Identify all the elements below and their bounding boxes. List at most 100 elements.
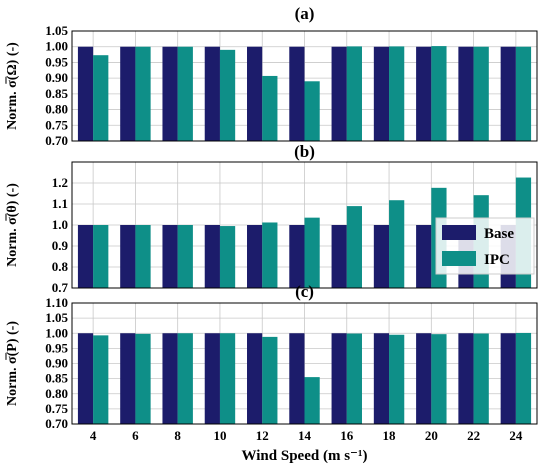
bar-base-18 <box>373 333 390 424</box>
y-tick-label: 0.80 <box>45 386 68 401</box>
bar-ipc-18 <box>389 200 405 288</box>
bar-ipc-18 <box>389 334 405 424</box>
bar-base-8 <box>162 333 178 424</box>
bar-ipc-4 <box>93 335 109 424</box>
bar-base-18 <box>373 225 390 288</box>
bar-ipc-6 <box>135 225 151 288</box>
bar-base-12 <box>247 46 263 141</box>
bar-ipc-4 <box>93 55 109 142</box>
panel-title: (a) <box>295 4 315 23</box>
x-tick-label: 10 <box>213 428 226 443</box>
bar-base-14 <box>289 333 305 424</box>
bar-ipc-8 <box>177 46 193 141</box>
bar-base-12 <box>247 333 263 424</box>
bar-base-16 <box>331 46 347 141</box>
panel-a: 0.700.750.800.850.900.951.001.05 (a) Norm.… <box>4 4 538 148</box>
bar-base-10 <box>204 46 220 141</box>
bar-ipc-14 <box>304 81 320 141</box>
bar-base-8 <box>162 46 178 141</box>
legend-label-ipc: IPC <box>484 252 510 268</box>
x-axis-label: Wind Speed (m s⁻¹) <box>242 448 368 464</box>
y-tick-label: 0.85 <box>45 86 68 101</box>
bar-ipc-8 <box>177 333 193 424</box>
bar-ipc-10 <box>219 226 236 288</box>
bar-ipc-24 <box>515 46 532 141</box>
legend-swatch-ipc <box>442 251 476 266</box>
y-tick-label: 1.05 <box>45 23 68 38</box>
bar-base-14 <box>289 225 305 288</box>
bar-ipc-6 <box>135 46 151 141</box>
panel-title: (c) <box>295 282 314 301</box>
x-tick-label: 22 <box>467 428 480 443</box>
y-axis-label: Norm. σ̅(θ) (-) <box>4 183 20 267</box>
y-tick-label: 0.95 <box>45 54 68 69</box>
bar-base-14 <box>289 46 305 141</box>
y-tick-label: 0.80 <box>45 102 68 117</box>
legend-label-base: Base <box>484 226 514 242</box>
y-tick-label: 0.75 <box>45 117 68 132</box>
y-tick-label: 0.8 <box>52 259 69 274</box>
y-tick-label: 1.2 <box>52 175 68 190</box>
y-tick-label: 0.7 <box>52 280 69 295</box>
bar-base-4 <box>77 333 94 424</box>
y-tick-label: 1.1 <box>52 196 68 211</box>
bar-ipc-14 <box>304 217 320 288</box>
y-axis-label: Norm. σ̅(Ω) (-) <box>4 42 20 130</box>
bar-ipc-22 <box>473 46 489 141</box>
bar-ipc-24 <box>515 332 532 424</box>
bar-base-20 <box>416 46 432 141</box>
x-tick-label: 16 <box>340 428 354 443</box>
x-tick-label: 14 <box>298 428 312 443</box>
x-tick-label: 12 <box>256 428 269 443</box>
legend-swatch-base <box>442 225 476 240</box>
x-tick-label: 6 <box>132 428 139 443</box>
bar-ipc-20 <box>431 334 447 424</box>
bar-ipc-16 <box>346 333 362 424</box>
bar-ipc-16 <box>346 206 362 288</box>
bar-ipc-4 <box>93 225 109 288</box>
bar-ipc-20 <box>431 46 447 142</box>
bar-base-22 <box>458 46 474 141</box>
y-tick-label: 1.10 <box>45 295 68 310</box>
y-tick-label: 1.00 <box>45 39 68 54</box>
bar-base-18 <box>373 46 390 141</box>
bar-base-4 <box>77 225 94 288</box>
bar-ipc-10 <box>219 49 236 141</box>
bar-base-24 <box>500 333 516 424</box>
bar-base-10 <box>204 225 220 288</box>
bar-base-6 <box>120 46 136 141</box>
x-tick-label: 24 <box>509 428 523 443</box>
bar-base-16 <box>331 225 347 288</box>
legend: Base IPC <box>435 217 535 275</box>
y-tick-label: 0.90 <box>45 356 68 371</box>
bar-base-8 <box>162 225 178 288</box>
bar-base-10 <box>204 333 220 424</box>
y-tick-label: 1.0 <box>52 217 68 232</box>
bar-base-6 <box>120 333 136 424</box>
y-tick-label: 1.05 <box>45 310 68 325</box>
y-tick-label: 0.95 <box>45 340 68 355</box>
bar-base-16 <box>331 333 347 424</box>
bar-ipc-8 <box>177 225 193 288</box>
y-tick-label: 0.70 <box>45 133 68 148</box>
y-tick-label: 0.90 <box>45 70 68 85</box>
y-tick-label: 0.9 <box>52 238 69 253</box>
bar-ipc-18 <box>389 46 405 141</box>
panel-b: 0.7 0.8 0.9 1.0 1.1 1.2 (b) Norm. σ̅(θ) (-) Base… <box>4 142 538 295</box>
bar-base-24 <box>500 46 516 141</box>
panel-title: (b) <box>294 142 315 161</box>
x-tick-label: 20 <box>425 428 438 443</box>
bar-base-20 <box>416 225 432 288</box>
bar-ipc-16 <box>346 46 362 141</box>
bar-ipc-10 <box>219 333 236 424</box>
bar-ipc-12 <box>262 336 278 424</box>
bar-base-4 <box>77 46 94 141</box>
bar-ipc-6 <box>135 333 151 424</box>
y-tick-label: 1.00 <box>45 325 68 340</box>
plot-frame <box>71 30 538 142</box>
bar-ipc-12 <box>262 222 278 288</box>
y-axis-label: Norm. σ̅(P) (-) <box>4 321 20 406</box>
bar-ipc-12 <box>262 75 278 141</box>
y-tick-label: 0.70 <box>45 416 68 431</box>
